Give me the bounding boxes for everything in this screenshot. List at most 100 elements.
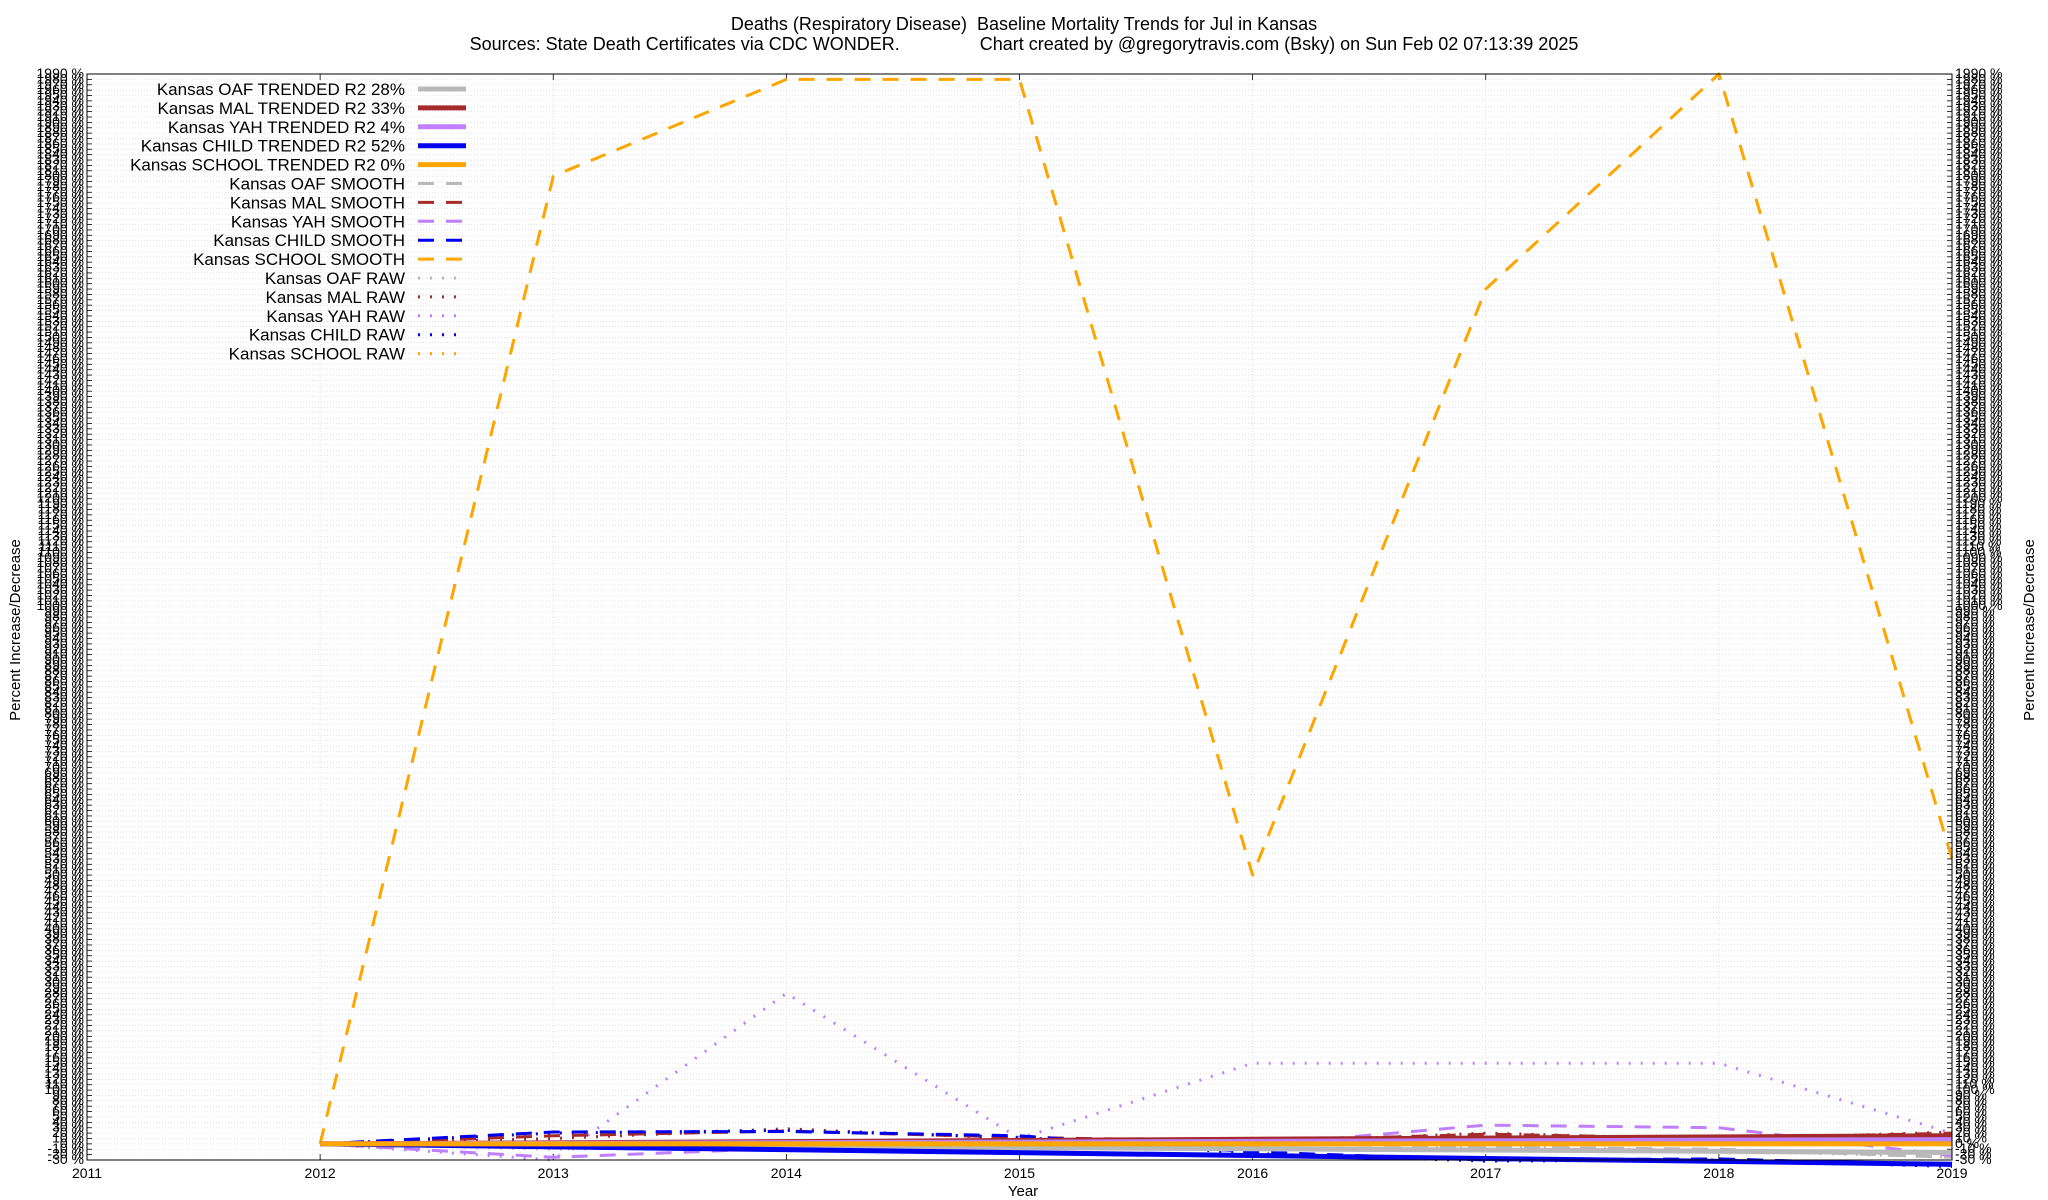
y-tick-label: 690 % — [1955, 764, 1995, 780]
y-tick-label: 1640 % — [37, 253, 84, 269]
y-tick-label: 50 % — [1955, 1108, 1987, 1124]
y-tick-label: 620 % — [44, 802, 84, 818]
y-tick-label: 930 % — [44, 635, 84, 651]
y-tick-label: 450 % — [1955, 893, 1995, 909]
y-tick-label: 90 % — [52, 1086, 84, 1102]
legend-entry-label: Kansas SCHOOL RAW — [229, 345, 405, 364]
y-tick-label: 1150 % — [38, 517, 84, 533]
y-tick-label: 1330 % — [37, 420, 84, 436]
y-tick-label: 130 % — [1955, 1065, 1995, 1081]
y-tick-label: 710 % — [44, 753, 84, 769]
y-tick-label: 70 % — [1955, 1097, 1987, 1113]
y-tick-label: 560 % — [1955, 834, 1995, 850]
y-tick-label: 1470 % — [1955, 345, 2002, 361]
y-tick-label: 900 % — [1955, 651, 1995, 667]
y-tick-label: 860 % — [1955, 673, 1995, 689]
y-tick-label: 1960 % — [37, 81, 84, 97]
y-axis-right-ticks: -30 %-20 %-10 %0 %10 %20 %30 %40 %50 %60… — [1947, 65, 2002, 1167]
y-tick-label: 1430 % — [37, 366, 84, 382]
y-tick-label: 1890 % — [37, 119, 84, 135]
y-tick-label: 1790 % — [37, 173, 84, 189]
y-tick-label: 1730 % — [37, 205, 84, 221]
legend-entry-label: Kansas CHILD TRENDED R2 52% — [141, 137, 405, 156]
y-tick-label: 860 % — [44, 673, 84, 689]
legend-entry-label: Kansas CHILD RAW — [249, 326, 405, 345]
y-tick-label: 540 % — [1955, 845, 1995, 861]
y-tick-label: 1920 % — [37, 103, 84, 119]
y-tick-label: -30 % — [1955, 1151, 1992, 1167]
y-tick-label: 1040 % — [37, 576, 84, 592]
y-tick-label: 1400 % — [1955, 382, 2002, 398]
y-tick-label: 1360 % — [1955, 404, 2002, 420]
y-tick-label: 110 % — [45, 1076, 84, 1092]
y-tick-label: 770 % — [44, 721, 84, 737]
y-tick-label: 350 % — [1955, 947, 1995, 963]
y-tick-label: 770 % — [1955, 721, 1995, 737]
y-tick-label: 260 % — [1955, 995, 1995, 1011]
y-tick-label: 50 % — [52, 1108, 84, 1124]
y-tick-label: 640 % — [1955, 791, 1995, 807]
y-tick-label: 1830 % — [37, 151, 84, 167]
y-tick-label: 1010 % — [1955, 592, 2002, 608]
y-tick-label: 680 % — [44, 769, 84, 785]
y-tick-label: 1710 % — [1955, 216, 2002, 232]
y-tick-label: 1400 % — [37, 382, 84, 398]
y-tick-label: 1580 % — [1955, 285, 2002, 301]
y-tick-label: 1970 % — [37, 76, 84, 92]
y-tick-label: 1860 % — [37, 135, 84, 151]
y-tick-label: 910 % — [44, 646, 84, 662]
y-tick-label: 80 % — [1955, 1092, 1987, 1108]
y-tick-label: 250 % — [1955, 1000, 1995, 1016]
y-tick-label: 1130 % — [38, 527, 84, 543]
y-tick-label: 70 % — [52, 1097, 84, 1113]
legend: Kansas OAF TRENDED R2 28%Kansas MAL TREN… — [130, 80, 466, 364]
y-tick-label: -20 % — [1955, 1146, 1992, 1162]
y-tick-label: 740 % — [44, 737, 84, 753]
y-tick-label: 1260 % — [1955, 457, 2002, 473]
x-tick-label: 2011 — [72, 1165, 102, 1181]
y-tick-label: 790 % — [1955, 710, 1995, 726]
y-tick-label: 630 % — [1955, 796, 1995, 812]
y-tick-label: 1540 % — [37, 307, 84, 323]
y-tick-label: 1860 % — [1955, 135, 2002, 151]
y-tick-label: 1990 % — [1955, 65, 2002, 81]
y-tick-label: 1110 % — [39, 538, 84, 554]
y-tick-label: 1730 % — [1955, 205, 2002, 221]
y-tick-label: 60 % — [1955, 1103, 1987, 1119]
y-tick-label: -10 % — [1955, 1140, 1992, 1156]
y-tick-label: 1720 % — [37, 210, 84, 226]
legend-entry-label: Kansas MAL TRENDED R2 33% — [157, 99, 405, 118]
y-tick-label: 1980 % — [1955, 70, 2002, 86]
y-tick-label: 1900 % — [37, 113, 84, 129]
y-tick-label: 1200 % — [37, 490, 84, 506]
y-tick-label: 1820 % — [37, 156, 84, 172]
y-tick-label: 490 % — [1955, 871, 1995, 887]
y-tick-label: 440 % — [1955, 898, 1995, 914]
y-tick-label: 420 % — [1955, 909, 1995, 925]
y-tick-label: 810 % — [44, 699, 84, 715]
y-tick-label: 1110 % — [1955, 538, 2000, 554]
y-tick-label: 810 % — [1955, 699, 1995, 715]
y-tick-label: 180 % — [44, 1038, 84, 1054]
y-tick-label: 830 % — [1955, 689, 1995, 705]
y-tick-label: -30 % — [47, 1151, 84, 1167]
y-tick-label: 1380 % — [37, 393, 84, 409]
y-tick-label: 1170 % — [38, 506, 84, 522]
y-tick-label: 1280 % — [1955, 447, 2002, 463]
y-tick-label: 1570 % — [37, 291, 84, 307]
y-tick-label: 560 % — [44, 834, 84, 850]
y-tick-label: 650 % — [44, 785, 84, 801]
y-tick-label: 1160 % — [1955, 511, 2001, 527]
y-tick-label: 630 % — [44, 796, 84, 812]
y-tick-label: 1040 % — [1955, 576, 2002, 592]
y-tick-label: 1870 % — [1955, 130, 2002, 146]
y-tick-label: 1880 % — [37, 124, 84, 140]
y-tick-label: 1350 % — [1955, 409, 2002, 425]
y-tick-label: 1370 % — [1955, 398, 2002, 414]
y-tick-label: 110 % — [1955, 1076, 1994, 1092]
y-tick-label: 1310 % — [37, 431, 84, 447]
y-tick-label: 1220 % — [1955, 479, 2002, 495]
y-tick-label: 1430 % — [1955, 366, 2002, 382]
y-tick-label: 470 % — [44, 882, 84, 898]
y-tick-label: 1480 % — [1955, 339, 2002, 355]
